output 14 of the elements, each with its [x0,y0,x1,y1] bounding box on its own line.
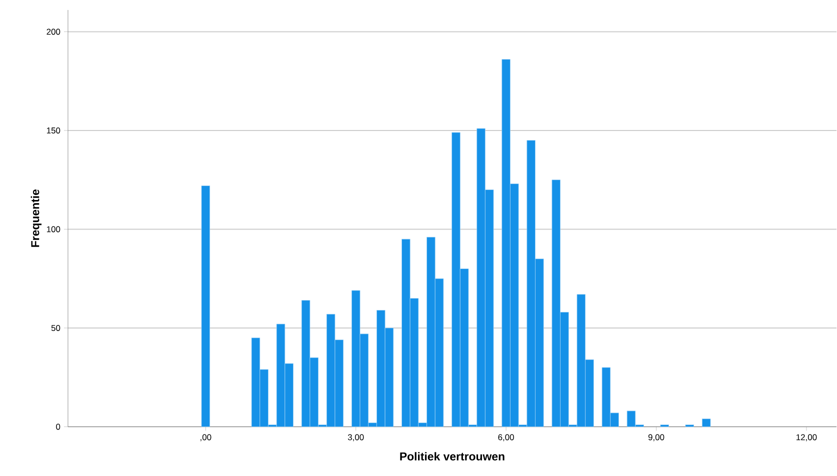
y-tick-label: 0 [56,424,60,430]
x-tick-label: 12,00 [796,434,817,442]
y-tick-label: 50 [51,325,60,332]
y-axis-title: Frequentie [30,190,42,247]
bar [702,418,711,428]
y-tick-label: 200 [46,28,60,35]
x-axis-title: Politiek vertrouwen [400,452,504,461]
y-tick-label: 150 [46,128,60,134]
x-tick-label: 3,00 [348,434,364,442]
x-tick-label: 6,00 [498,434,514,442]
bar [201,186,210,428]
x-tick-label: ,00 [200,434,212,442]
y-tick-label: 100 [46,226,60,232]
x-tick-label: 9,00 [648,434,664,442]
